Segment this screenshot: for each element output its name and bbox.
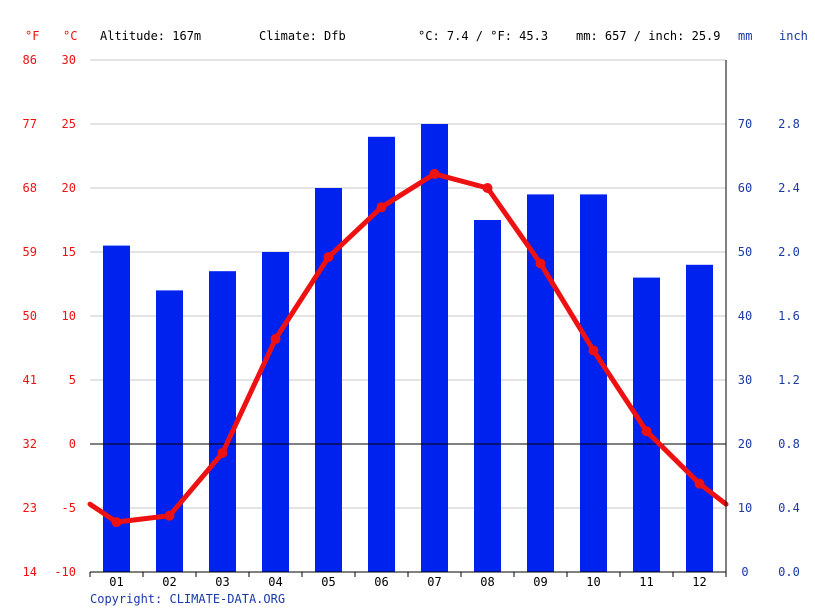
temperature-point [429,168,440,179]
temperature-point [694,478,705,489]
inch-tick-label: 2.4 [778,181,800,195]
precipitation-bar [421,124,448,572]
c-tick-label: 10 [62,309,76,323]
inch-tick-label: 2.8 [778,117,800,131]
precipitation-bar [527,194,554,572]
precipitation-bar [633,277,660,572]
precipitation-bar [474,220,501,572]
mm-tick-label: 70 [738,117,752,131]
month-label: 04 [268,575,282,589]
c-tick-label: 15 [62,245,76,259]
altitude-label: Altitude: 167m [100,29,201,43]
f-tick-label: 32 [23,437,37,451]
precipitation-bar [580,194,607,572]
month-label: 03 [215,575,229,589]
mm-tick-label: 50 [738,245,752,259]
grid-lines [90,59,726,509]
f-tick-label: 68 [23,181,37,195]
month-label: 07 [427,575,441,589]
month-label: 10 [586,575,600,589]
temperature-point [217,447,228,458]
inch-tick-label: 1.2 [778,373,800,387]
inch-tick-label: 0.8 [778,437,800,451]
precipitation-bar [156,290,183,572]
unit-c-label: °C [63,29,77,43]
month-label: 01 [109,575,123,589]
temperature-point [164,510,175,521]
f-tick-label: 86 [23,53,37,67]
temperature-point [641,426,652,437]
temperature-line [87,171,729,525]
temperature-point [323,252,334,263]
mm-tick-label: 30 [738,373,752,387]
axis-labels: 14 -10 23 -5 32 0 41 5 50 10 59 15 68 20 77 25 86 30 0 0.0 1… [23,53,800,589]
month-label: 02 [162,575,176,589]
temperature-point [482,183,493,193]
mm-tick-label: 60 [738,181,752,195]
temperature-point [111,517,122,528]
unit-inch-label: inch [779,29,808,43]
copyright-label: Copyright: CLIMATE-DATA.ORG [90,592,285,606]
f-tick-label: 41 [23,373,37,387]
month-label: 09 [533,575,547,589]
total-precipitation-label: mm: 657 / inch: 25.9 [576,29,721,43]
temperature-point [270,334,281,345]
inch-tick-label: 0.0 [778,565,800,579]
month-label: 12 [692,575,706,589]
month-label: 08 [480,575,494,589]
unit-f-label: °F [25,29,39,43]
f-tick-label: 77 [23,117,37,131]
temperature-point [588,345,599,356]
f-tick-label: 59 [23,245,37,259]
f-tick-label: 50 [23,309,37,323]
inch-tick-label: 2.0 [778,245,800,259]
axes [89,60,727,577]
precipitation-bar [209,271,236,572]
c-tick-label: 25 [62,117,76,131]
c-tick-label: -5 [62,501,76,515]
c-tick-label: 20 [62,181,76,195]
inch-tick-label: 0.4 [778,501,800,515]
unit-mm-label: mm [738,29,752,43]
temperature-point [535,258,546,269]
mm-tick-label: 0 [741,565,748,579]
c-tick-label: 5 [69,373,76,387]
header: °F °C Altitude: 167m Climate: Dfb °C: 7.… [25,29,808,43]
mm-tick-label: 40 [738,309,752,323]
month-label: 05 [321,575,335,589]
month-label: 06 [374,575,388,589]
temperature-line-layer [87,168,729,528]
precipitation-bar [262,252,289,572]
precipitation-bar [686,264,713,572]
f-tick-label: 23 [23,501,37,515]
c-tick-label: -10 [54,565,76,579]
avg-temperature-label: °C: 7.4 / °F: 45.3 [418,29,548,43]
c-tick-label: 0 [69,437,76,451]
f-tick-label: 14 [23,565,37,579]
precipitation-bars [103,124,713,573]
climate-label: Climate: Dfb [259,29,346,43]
mm-tick-label: 10 [738,501,752,515]
mm-tick-label: 20 [738,437,752,451]
c-tick-label: 30 [62,53,76,67]
inch-tick-label: 1.6 [778,309,800,323]
temperature-point [376,202,387,213]
month-label: 11 [639,575,653,589]
